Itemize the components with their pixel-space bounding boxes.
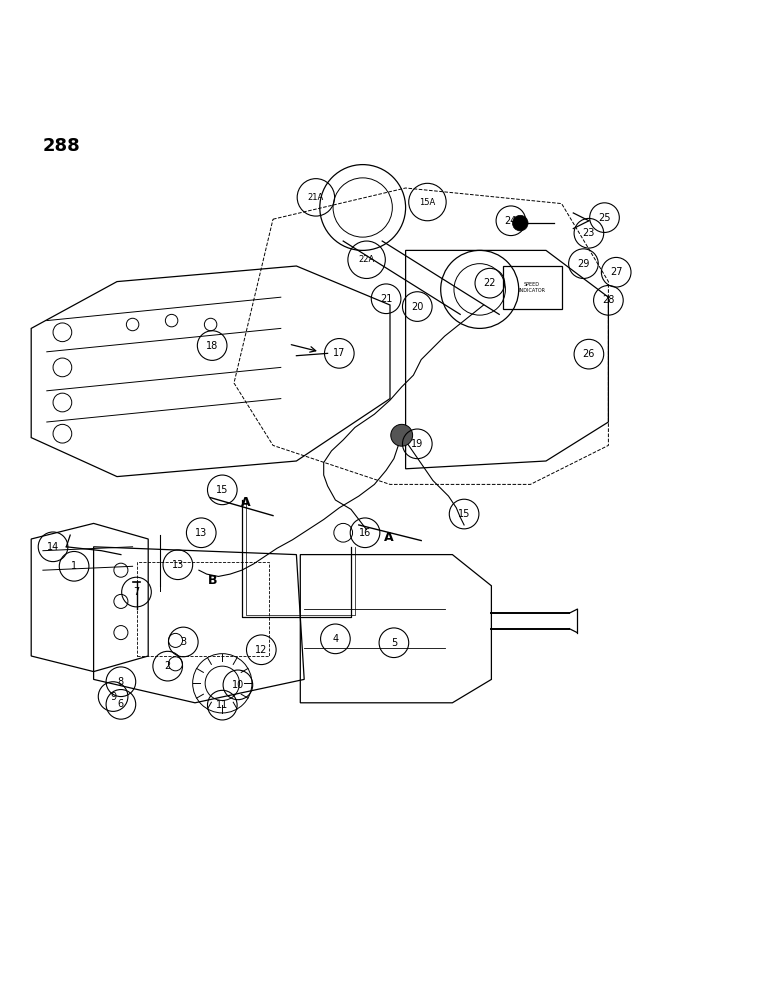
Text: 13: 13 — [195, 528, 207, 538]
Text: 1: 1 — [71, 561, 77, 571]
Text: 25: 25 — [598, 213, 611, 223]
Text: A: A — [384, 531, 393, 544]
Text: 23: 23 — [583, 228, 595, 238]
Text: 10: 10 — [232, 680, 244, 690]
Text: 15A: 15A — [420, 198, 435, 207]
Text: 24: 24 — [505, 216, 517, 226]
Text: 21A: 21A — [308, 193, 324, 202]
Circle shape — [391, 424, 413, 446]
Text: 29: 29 — [577, 259, 590, 269]
Text: 5: 5 — [391, 638, 397, 648]
Text: 288: 288 — [43, 137, 80, 155]
Text: 20: 20 — [411, 302, 424, 312]
Text: 13: 13 — [172, 560, 184, 570]
Text: 9: 9 — [110, 692, 116, 702]
Text: 19: 19 — [411, 439, 424, 449]
Text: SPEED
INDICATOR: SPEED INDICATOR — [519, 282, 545, 293]
Text: 3: 3 — [180, 637, 186, 647]
Text: A: A — [241, 496, 250, 509]
Text: 4: 4 — [332, 634, 339, 644]
Text: 17: 17 — [333, 348, 346, 358]
Text: B: B — [207, 574, 217, 587]
Text: 18: 18 — [206, 341, 218, 351]
Text: 22A: 22A — [359, 255, 374, 264]
Text: 15: 15 — [458, 509, 470, 519]
Text: 21: 21 — [380, 294, 392, 304]
Text: 2: 2 — [165, 661, 171, 671]
Text: 16: 16 — [359, 528, 371, 538]
Circle shape — [512, 215, 528, 231]
Text: 6: 6 — [118, 699, 124, 709]
Text: 12: 12 — [255, 645, 268, 655]
Text: 7: 7 — [133, 587, 140, 597]
Text: 26: 26 — [583, 349, 595, 359]
Text: 8: 8 — [118, 677, 124, 687]
Text: 14: 14 — [47, 542, 59, 552]
Text: 11: 11 — [216, 700, 229, 710]
Text: 22: 22 — [484, 278, 496, 288]
Text: 15: 15 — [216, 485, 229, 495]
Text: 28: 28 — [602, 295, 615, 305]
Text: 27: 27 — [610, 267, 622, 277]
